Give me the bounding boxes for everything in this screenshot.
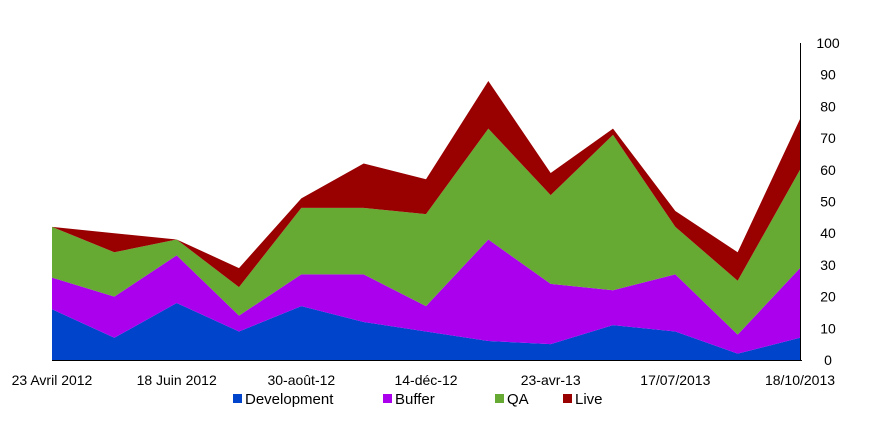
axis-layer bbox=[52, 43, 802, 361]
y-tick-labels: 0 10 20 30 40 50 60 70 80 90 100 bbox=[816, 35, 840, 368]
areas-layer bbox=[52, 81, 800, 360]
y-tick-label: 100 bbox=[816, 35, 840, 51]
x-tick-labels: 23 Avril 2012 18 Juin 2012 30-août-12 14-dé… bbox=[12, 372, 836, 388]
y-tick-label: 40 bbox=[820, 225, 836, 241]
area-buffer bbox=[52, 239, 800, 354]
legend-label-live: Live bbox=[575, 391, 603, 408]
legend-swatch-development bbox=[233, 394, 242, 403]
x-tick-label: 17/07/2013 bbox=[640, 372, 710, 388]
area-qa bbox=[52, 128, 800, 335]
x-tick-label: 18 Juin 2012 bbox=[137, 372, 217, 388]
legend-label-buffer: Buffer bbox=[395, 391, 435, 408]
legend-label-qa: QA bbox=[507, 391, 529, 408]
legend: Development Buffer QA Live bbox=[233, 391, 603, 408]
x-tick-label: 30-août-12 bbox=[267, 372, 335, 388]
x-tick-label: 18/10/2013 bbox=[765, 372, 835, 388]
y-tick-label: 0 bbox=[824, 352, 832, 368]
x-tick-label: 14-déc-12 bbox=[394, 372, 457, 388]
x-tick-label: 23-avr-13 bbox=[521, 372, 581, 388]
y-tick-label: 50 bbox=[820, 194, 836, 210]
x-tick-label: 23 Avril 2012 bbox=[12, 372, 93, 388]
y-tick-label: 20 bbox=[820, 289, 836, 305]
legend-label-development: Development bbox=[245, 391, 334, 408]
y-tick-label: 10 bbox=[820, 320, 836, 336]
area-live bbox=[52, 81, 800, 288]
y-tick-label: 70 bbox=[820, 130, 836, 146]
y-tick-label: 90 bbox=[820, 67, 836, 83]
legend-swatch-qa bbox=[495, 394, 504, 403]
y-tick-label: 60 bbox=[820, 162, 836, 178]
y-tick-label: 30 bbox=[820, 257, 836, 273]
legend-swatch-live bbox=[563, 394, 572, 403]
legend-swatch-buffer bbox=[383, 394, 392, 403]
y-tick-label: 80 bbox=[820, 98, 836, 114]
